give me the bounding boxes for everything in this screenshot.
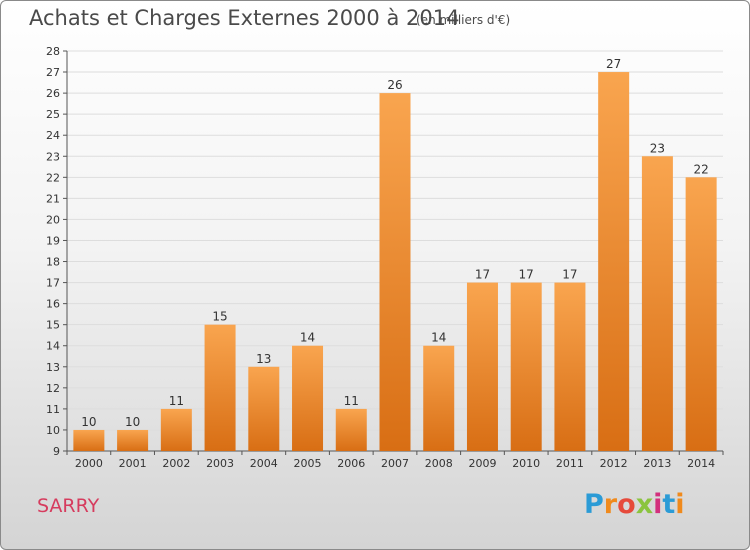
- y-tick-label: 23: [46, 150, 60, 163]
- y-tick-label: 21: [46, 192, 60, 205]
- bar-2001: [117, 429, 149, 451]
- bar-2003: [204, 324, 236, 451]
- x-tick-label: 2011: [556, 457, 584, 470]
- bar-2011: [554, 282, 586, 451]
- bar-2010: [510, 282, 542, 451]
- y-tick-label: 22: [46, 171, 60, 184]
- x-tick-label: 2008: [425, 457, 453, 470]
- bars: [73, 72, 717, 452]
- y-tick-label: 9: [53, 445, 60, 458]
- bar-2002: [160, 408, 192, 451]
- value-label-2003: 15: [212, 310, 227, 324]
- logo-letter: t: [662, 489, 676, 520]
- value-label-2005: 14: [300, 331, 315, 345]
- y-tick-label: 19: [46, 234, 60, 247]
- bar-2007: [379, 93, 411, 452]
- bar-2005: [292, 345, 324, 451]
- x-tick-label: 2002: [162, 457, 190, 470]
- x-tick-label: 2009: [468, 457, 496, 470]
- value-label-2010: 17: [519, 268, 534, 282]
- y-tick-label: 14: [46, 340, 60, 353]
- value-label-2000: 10: [81, 415, 96, 429]
- chart-title: Achats et Charges Externes 2000 à 2014: [29, 6, 460, 30]
- value-label-2009: 17: [475, 268, 490, 282]
- value-label-2014: 22: [693, 162, 708, 176]
- y-tick-label: 12: [46, 382, 60, 395]
- x-tick-label: 2013: [643, 457, 671, 470]
- y-tick-label: 13: [46, 361, 60, 374]
- y-tick-label: 20: [46, 213, 60, 226]
- x-tick-label: 2001: [119, 457, 147, 470]
- x-tick-label: 2000: [75, 457, 103, 470]
- bar-2008: [423, 345, 455, 451]
- y-tick-label: 18: [46, 256, 60, 269]
- value-label-2012: 27: [606, 57, 621, 71]
- bar-2006: [335, 408, 367, 451]
- x-tick-label: 2012: [600, 457, 628, 470]
- value-label-2006: 11: [344, 394, 359, 408]
- bar-2004: [248, 366, 280, 451]
- bar-2013: [641, 156, 673, 451]
- x-tick-label: 2005: [294, 457, 322, 470]
- value-label-2004: 13: [256, 352, 271, 366]
- y-tick-label: 15: [46, 319, 60, 332]
- y-tick-label: 24: [46, 129, 60, 142]
- value-label-2011: 17: [562, 268, 577, 282]
- logo-letter: i: [675, 489, 685, 520]
- bar-2014: [685, 177, 717, 451]
- value-label-2007: 26: [387, 78, 402, 92]
- proxiti-logo: Proxiti: [584, 489, 685, 520]
- y-tick-label: 10: [46, 424, 60, 437]
- logo-letter: P: [584, 489, 604, 520]
- y-tick-label: 26: [46, 87, 60, 100]
- commune-name: SARRY: [37, 495, 100, 517]
- logo-letter: r: [603, 489, 618, 520]
- y-tick-label: 16: [46, 298, 60, 311]
- y-tick-label: 11: [46, 403, 60, 416]
- data-labels: 10 10 11 15 13 14 11 26 14 17 17 17 27 23 22: [81, 57, 709, 429]
- y-tick-label: 27: [46, 66, 60, 79]
- x-tick-label: 2003: [206, 457, 234, 470]
- logo-letter: o: [617, 489, 636, 520]
- x-tick-label: 2010: [512, 457, 540, 470]
- value-label-2002: 11: [169, 394, 184, 408]
- x-tick-label: 2004: [250, 457, 278, 470]
- value-label-2001: 10: [125, 415, 140, 429]
- value-label-2013: 23: [650, 141, 665, 155]
- bar-2000: [73, 429, 105, 451]
- value-label-2008: 14: [431, 331, 446, 345]
- bar-2012: [598, 72, 630, 451]
- logo-letter: x: [635, 489, 654, 520]
- bar-2009: [466, 282, 498, 451]
- x-tick-label: 2014: [687, 457, 715, 470]
- unit-note: (en milliers d'€): [416, 13, 511, 27]
- y-tick-label: 17: [46, 277, 60, 290]
- y-tick-label: 25: [46, 108, 60, 121]
- x-tick-label: 2007: [381, 457, 409, 470]
- logo-letter: i: [653, 489, 663, 520]
- y-tick-label: 28: [46, 45, 60, 58]
- x-tick-label: 2006: [337, 457, 365, 470]
